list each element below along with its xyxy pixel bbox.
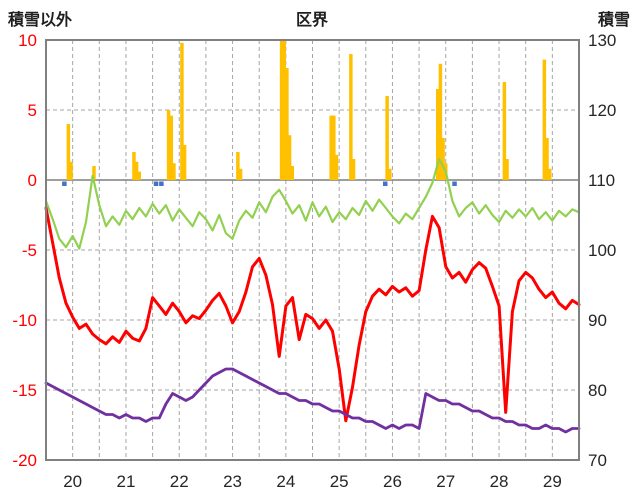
- bar-precipitation: [182, 145, 187, 180]
- x-axis-tick-label: 26: [383, 472, 402, 491]
- bar-precipitation: [92, 166, 96, 180]
- right-axis-tick-label: 100: [588, 241, 616, 260]
- x-axis-tick-label: 21: [116, 472, 135, 491]
- left-axis-tick-label: -20: [12, 451, 37, 470]
- marker-snow-flag: [153, 181, 159, 186]
- right-axis-tick-label: 120: [588, 101, 616, 120]
- bar-precipitation: [285, 68, 289, 180]
- bar-precipitation: [282, 40, 287, 180]
- bar-precipitation: [438, 63, 443, 180]
- marker-snow-flag: [62, 181, 67, 186]
- bar-precipitation: [236, 152, 240, 180]
- right-axis-tick-label: 80: [588, 381, 607, 400]
- bar-precipitation: [388, 168, 392, 180]
- x-axis-tick-label: 27: [436, 472, 455, 491]
- x-axis-tick-label: 22: [170, 472, 189, 491]
- plot-frame: [45, 39, 580, 461]
- right-axis-tick-label: 110: [588, 171, 615, 190]
- right-axis-tick-label: 130: [588, 31, 616, 50]
- bar-precipitation: [287, 135, 292, 180]
- right-axis-title: 積雪: [597, 12, 630, 29]
- bar-precipitation: [332, 115, 336, 180]
- x-axis-tick-label: 25: [330, 472, 349, 491]
- bar-precipitation: [351, 159, 356, 180]
- bar-precipitation: [290, 166, 294, 180]
- left-axis-tick-label: -10: [12, 311, 37, 330]
- line-temperature-green: [44, 157, 581, 250]
- station-title: 区界: [295, 12, 329, 29]
- bar-precipitation: [172, 163, 176, 180]
- x-axis-tick-label: 24: [276, 472, 295, 491]
- bar-precipitation: [547, 168, 552, 180]
- bar-precipitation: [545, 138, 549, 180]
- bar-precipitation: [334, 154, 339, 180]
- bar-precipitation: [542, 59, 547, 180]
- bar-precipitation: [66, 124, 71, 180]
- left-axis-tick-label: -5: [22, 241, 37, 260]
- x-axis-tick-label: 29: [543, 472, 562, 491]
- left-axis-tick-label: 10: [18, 31, 37, 50]
- bar-precipitation: [349, 54, 353, 180]
- bar-precipitation: [137, 171, 142, 180]
- bar-precipitation: [180, 42, 184, 180]
- bar-precipitation: [385, 96, 389, 180]
- x-axis-tick-label: 23: [223, 472, 242, 491]
- bar-precipitation: [169, 115, 174, 180]
- x-axis-tick-label: 20: [63, 472, 82, 491]
- bar-precipitation: [279, 40, 284, 180]
- bar-precipitation: [329, 115, 333, 180]
- bar-precipitation: [505, 159, 509, 180]
- bar-precipitation: [132, 152, 136, 180]
- marker-snow-flag: [382, 181, 388, 186]
- bar-precipitation: [441, 138, 445, 180]
- bar-precipitation: [166, 110, 171, 180]
- marker-snow-flag: [159, 181, 164, 186]
- line-temperature-red: [44, 206, 581, 423]
- right-axis-tick-label: 90: [588, 311, 607, 330]
- left-axis-tick-label: -15: [12, 381, 37, 400]
- left-axis-tick-label: 5: [28, 101, 37, 120]
- line-snow-depth-purple: [44, 367, 581, 434]
- x-axis-tick-label: 28: [490, 472, 509, 491]
- bar-precipitation: [436, 89, 440, 180]
- right-axis-tick-label: 70: [588, 451, 607, 470]
- bar-precipitation: [238, 168, 243, 180]
- bar-precipitation: [502, 82, 507, 180]
- bar-precipitation: [69, 161, 73, 180]
- bar-precipitation: [134, 161, 139, 180]
- left-axis-title: 積雪以外: [8, 12, 73, 29]
- left-axis-tick-label: 0: [28, 171, 37, 190]
- marker-snow-flag: [452, 181, 457, 186]
